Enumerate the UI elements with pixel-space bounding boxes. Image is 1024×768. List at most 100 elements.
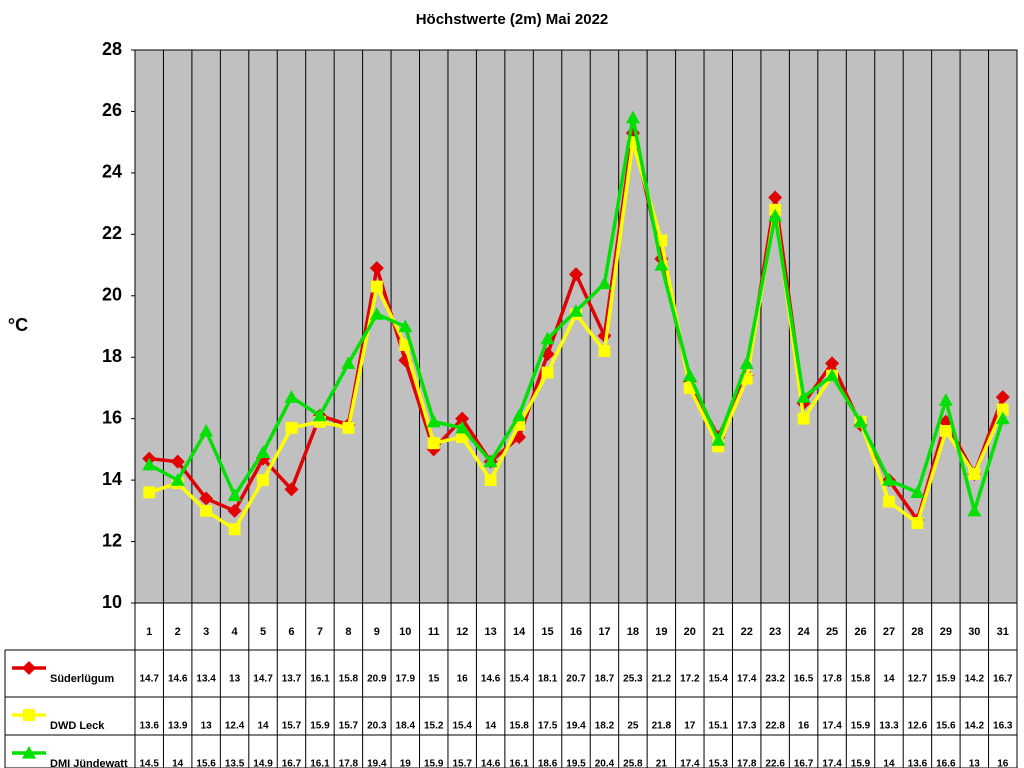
- table-value: 14.7: [253, 674, 273, 685]
- table-value: 16: [997, 759, 1009, 768]
- table-value: 15.8: [509, 721, 529, 732]
- table-value: 14.7: [139, 674, 159, 685]
- table-value: 18.6: [538, 759, 558, 768]
- table-value: 16.1: [310, 674, 330, 685]
- marker: [455, 420, 470, 434]
- table-value: 21: [656, 759, 668, 768]
- x-tick-label: 5: [260, 626, 266, 638]
- marker: [910, 485, 925, 498]
- table-value: 21.2: [652, 674, 672, 685]
- marker: [256, 445, 271, 459]
- marker: [370, 280, 383, 293]
- x-tick-label: 16: [570, 626, 582, 638]
- table-value: 13.3: [879, 721, 899, 732]
- table-value: 25.8: [623, 759, 643, 768]
- table-value: 19.4: [566, 721, 586, 732]
- marker: [484, 474, 497, 487]
- marker: [312, 408, 327, 422]
- table-value: 16.3: [993, 721, 1013, 732]
- marker: [22, 661, 36, 675]
- x-tick-label: 24: [797, 626, 810, 638]
- marker: [483, 454, 498, 468]
- marker: [227, 503, 242, 518]
- table-value: 15.9: [851, 721, 871, 732]
- table-value: 20.9: [367, 674, 387, 685]
- table-value: 17.3: [737, 721, 757, 732]
- table-value: 17.4: [737, 674, 757, 685]
- table-value: 14: [883, 759, 895, 768]
- table-value: 14.5: [139, 759, 159, 768]
- table-value: 13: [969, 759, 981, 768]
- table-value: 12.6: [908, 721, 928, 732]
- table-value: 17.4: [822, 759, 842, 768]
- table-value: 22.6: [765, 759, 785, 768]
- marker: [427, 437, 440, 450]
- table-value: 15.9: [424, 759, 444, 768]
- marker: [569, 304, 583, 317]
- table-value: 15.3: [709, 759, 729, 768]
- table-value: 18.1: [538, 674, 558, 685]
- marker: [626, 136, 639, 149]
- table-value: 21.8: [652, 721, 672, 732]
- x-tick-label: 27: [883, 626, 895, 638]
- marker: [939, 425, 952, 437]
- x-tick-label: 17: [598, 626, 610, 638]
- table-value: 16.7: [282, 759, 302, 768]
- table-value: 17.5: [538, 721, 558, 732]
- marker: [455, 411, 470, 426]
- table-value: 16.1: [509, 759, 529, 768]
- marker: [227, 488, 242, 502]
- table-value: 15.1: [709, 721, 729, 732]
- marker: [597, 276, 612, 290]
- x-tick-label: 8: [345, 626, 351, 638]
- marker: [541, 366, 554, 379]
- marker: [285, 421, 298, 434]
- y-tick-label: 10: [102, 592, 122, 612]
- marker: [22, 746, 36, 759]
- table-value: 16.5: [794, 674, 814, 685]
- marker: [911, 517, 924, 530]
- marker: [995, 390, 1010, 405]
- x-tick-label: 26: [854, 626, 866, 638]
- table-value: 13: [201, 721, 213, 732]
- marker: [683, 381, 696, 394]
- table-value: 15.8: [851, 674, 871, 685]
- x-tick-label: 10: [399, 626, 411, 638]
- table-value: 14: [883, 674, 895, 685]
- x-tick-label: 6: [288, 626, 294, 638]
- table-value: 15.9: [310, 721, 330, 732]
- marker: [142, 457, 157, 471]
- marker: [170, 454, 185, 469]
- legend-label: DMI Jündewatt: [50, 758, 128, 768]
- x-tick-label: 14: [513, 626, 526, 638]
- table-value: 17.8: [339, 759, 359, 768]
- table-value: 15.6: [936, 721, 956, 732]
- table-value: 15.7: [339, 721, 359, 732]
- table-value: 20.7: [566, 674, 586, 685]
- marker: [768, 190, 783, 205]
- marker: [967, 503, 982, 517]
- x-tick-label: 29: [940, 626, 952, 638]
- marker: [342, 421, 355, 434]
- table-value: 13.6: [139, 721, 159, 732]
- marker: [399, 338, 412, 351]
- x-tick-label: 30: [968, 626, 980, 638]
- table-value: 12.4: [225, 721, 245, 732]
- table-value: 17: [684, 721, 696, 732]
- table-value: 16.1: [310, 759, 330, 768]
- x-tick-label: 31: [997, 626, 1009, 638]
- table-value: 14: [257, 721, 269, 732]
- table-value: 18.4: [396, 721, 416, 732]
- y-tick-label: 14: [102, 469, 122, 489]
- marker: [654, 258, 669, 271]
- table-value: 15.8: [339, 674, 359, 685]
- x-tick-label: 20: [684, 626, 696, 638]
- marker: [199, 423, 214, 437]
- x-tick-label: 13: [485, 626, 497, 638]
- y-tick-label: 18: [102, 346, 122, 366]
- table-value: 16: [798, 721, 810, 732]
- marker: [740, 372, 753, 385]
- table-value: 16.7: [993, 674, 1013, 685]
- table-value: 19.5: [566, 759, 586, 768]
